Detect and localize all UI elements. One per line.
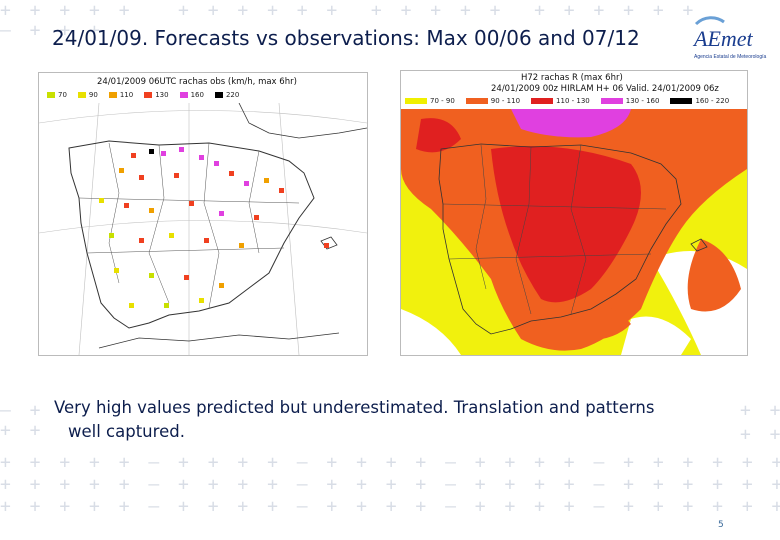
legend-label: 220 [225, 91, 240, 99]
background-pattern: + + + + + — + + + + — + + + + — + + + + … [0, 452, 780, 473]
legend-swatch [108, 92, 117, 98]
background-pattern: — + + + [0, 20, 312, 41]
legend-swatch [670, 98, 693, 104]
legend-label: 160 - 220 [695, 97, 730, 105]
left-map-graphic [39, 103, 367, 355]
slide-caption: Very high values predicted but underesti… [54, 396, 734, 444]
legend-swatch [77, 92, 86, 98]
right-map-legend: 70 - 90 90 - 110 110 - 130 130 - 160 160… [405, 97, 737, 105]
legend-label: 130 [155, 91, 169, 99]
background-pattern: — + [0, 400, 45, 421]
legend-label: 90 - 110 [490, 97, 521, 105]
right-map-title-line2: 24/01/2009 00z HIRLAM H+ 06 Valid. 24/01… [491, 84, 719, 94]
legend-label: 70 - 90 [430, 97, 455, 105]
legend-swatch [179, 92, 188, 98]
caption-line: Very high values predicted but underesti… [54, 398, 655, 417]
background-pattern: + + + + + — + + + + — + + + + — + + + + … [0, 474, 780, 495]
caption-line: well captured. [68, 422, 185, 441]
background-pattern: + + [740, 400, 780, 421]
legend-swatch [214, 92, 223, 98]
background-pattern: + + + + + — + + + + — + + + + — + + + + … [0, 496, 780, 517]
legend-swatch [144, 92, 153, 98]
left-map-legend: 70 90 110 130 160 220 [47, 91, 247, 99]
legend-swatch [531, 98, 554, 104]
legend-label: 70 [58, 91, 67, 99]
right-map-title-line1: H72 rachas R (max 6hr) [521, 73, 623, 83]
legend-label: 110 - 130 [556, 97, 590, 105]
legend-swatch [465, 98, 488, 104]
background-pattern: + + + + + + + + + + + + + + + + + + + + … [0, 0, 698, 21]
legend-label: 110 [119, 91, 134, 99]
legend-label: 160 [190, 91, 204, 99]
background-pattern: + + [740, 424, 780, 445]
page-number: 5 [718, 520, 724, 530]
left-map-title: 24/01/2009 06UTC rachas obs (km/h, max 6… [97, 77, 297, 87]
slide-title: 24/01/09. Forecasts vs observations: Max… [52, 26, 640, 50]
observed-gusts-map: 24/01/2009 06UTC rachas obs (km/h, max 6… [38, 72, 368, 356]
aemet-logo: AEmet Agencia Estatal de Meteorología [690, 14, 774, 64]
forecast-gusts-map: H72 rachas R (max 6hr) 24/01/2009 00z HI… [400, 70, 748, 356]
legend-swatch [405, 98, 427, 104]
legend-label: 90 [88, 91, 98, 99]
background-pattern: + + [0, 420, 45, 441]
legend-swatch [47, 92, 55, 98]
right-map-graphic [401, 109, 747, 355]
legend-label: 130 - 160 [625, 97, 660, 105]
legend-swatch [600, 98, 623, 104]
svg-text:Agencia Estatal de Meteorologí: Agencia Estatal de Meteorología [694, 54, 766, 60]
svg-text:AEmet: AEmet [692, 26, 754, 51]
